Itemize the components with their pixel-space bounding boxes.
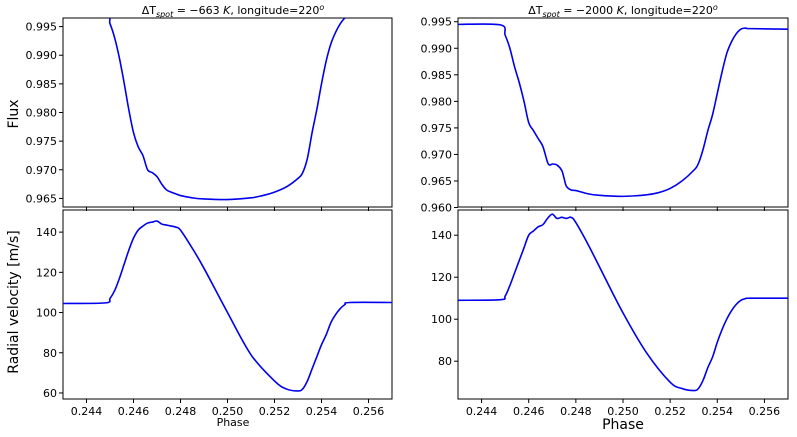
right-rv-axes-frame bbox=[457, 209, 789, 400]
left-flux-ytick-label: 0.990 bbox=[26, 49, 58, 62]
right-rv-panel: 0.244 0.246 0.248 0.250 0.252 0.254 0.256 80 100… bbox=[431, 209, 789, 418]
left-rv-ytick-label: 80 bbox=[43, 347, 57, 360]
right-rv-xtick-label: 0.246 bbox=[513, 405, 545, 418]
right-rv-xtick-label: 0.252 bbox=[654, 405, 686, 418]
right-flux-ytick-label: 0.980 bbox=[421, 95, 453, 108]
left-rv-ytick-label: 120 bbox=[36, 266, 57, 279]
left-rv-xlabel: Phase bbox=[217, 416, 250, 429]
right-flux-series-line bbox=[458, 23, 788, 198]
right-flux-ytick-label: 0.990 bbox=[421, 42, 453, 55]
left-flux-ylabel: Flux bbox=[6, 99, 22, 128]
left-flux-ytick-label: 0.970 bbox=[26, 164, 58, 177]
left-rv-xtick-label: 0.254 bbox=[306, 405, 338, 418]
left-flux-ytick-label: 0.995 bbox=[26, 21, 58, 34]
right-flux-ytick-label: 0.975 bbox=[421, 122, 453, 135]
right-rv-xtick-label: 0.250 bbox=[607, 405, 639, 418]
right-rv-xlabel: Phase bbox=[602, 417, 644, 433]
right-rv-xtick-label: 0.256 bbox=[749, 405, 781, 418]
left-rv-xtick-label: 0.256 bbox=[353, 405, 385, 418]
panels-group: 0.965 0.970 0.975 0.980 0.985 0.990 0.995 0.244… bbox=[26, 16, 789, 418]
left-flux-axes-frame bbox=[62, 17, 393, 208]
left-flux-panel: 0.965 0.970 0.975 0.980 0.985 0.990 0.995 bbox=[26, 17, 393, 211]
left-rv-xtick-label: 0.246 bbox=[118, 405, 150, 418]
left-rv-axes-frame bbox=[62, 209, 393, 400]
left-flux-series-line bbox=[108, 18, 347, 201]
left-rv-xtick-label: 0.250 bbox=[212, 405, 244, 418]
right-flux-title: ΔTspot = −2000 K, longitude=220o bbox=[528, 3, 718, 19]
left-rv-xtick-label: 0.252 bbox=[259, 405, 291, 418]
right-rv-ytick-label: 140 bbox=[431, 229, 452, 242]
right-flux-ytick-label: 0.995 bbox=[421, 16, 453, 29]
right-rv-xtick-label: 0.244 bbox=[466, 405, 498, 418]
right-rv-ytick-label: 100 bbox=[431, 313, 452, 326]
left-flux-ytick-label: 0.985 bbox=[26, 78, 58, 91]
left-flux-ytick-label: 0.980 bbox=[26, 107, 58, 120]
left-rv-ytick-label: 100 bbox=[36, 307, 57, 320]
left-rv-xtick-label: 0.248 bbox=[165, 405, 197, 418]
left-flux-ytick-label: 0.965 bbox=[26, 192, 58, 205]
right-flux-ytick-label: 0.960 bbox=[421, 202, 453, 215]
left-flux-ytick-label: 0.975 bbox=[26, 135, 58, 148]
left-rv-ylabel: Radial velocity [m/s] bbox=[6, 230, 22, 373]
right-flux-panel: 0.960 0.965 0.970 0.975 0.980 0.985 0.990 0.995 bbox=[421, 16, 789, 215]
right-flux-ytick-label: 0.985 bbox=[421, 69, 453, 82]
right-rv-xtick-label: 0.254 bbox=[702, 405, 734, 418]
left-rv-ytick-label: 140 bbox=[36, 226, 57, 239]
left-rv-series-line bbox=[63, 220, 392, 392]
left-rv-xtick-label: 0.244 bbox=[71, 405, 103, 418]
right-flux-ytick-label: 0.970 bbox=[421, 148, 453, 161]
left-rv-panel: 0.244 0.246 0.248 0.250 0.252 0.254 0.256 60 80 1… bbox=[36, 209, 393, 418]
right-rv-series-line bbox=[458, 213, 788, 392]
right-rv-ytick-label: 80 bbox=[438, 355, 452, 368]
right-flux-ytick-label: 0.965 bbox=[421, 175, 453, 188]
left-rv-ytick-label: 60 bbox=[43, 387, 57, 400]
right-rv-xtick-label: 0.248 bbox=[560, 405, 592, 418]
left-flux-title: ΔTspot = −663 K, longitude=220o bbox=[142, 3, 325, 19]
right-rv-ytick-label: 120 bbox=[431, 271, 452, 284]
right-flux-axes-frame bbox=[457, 17, 789, 208]
